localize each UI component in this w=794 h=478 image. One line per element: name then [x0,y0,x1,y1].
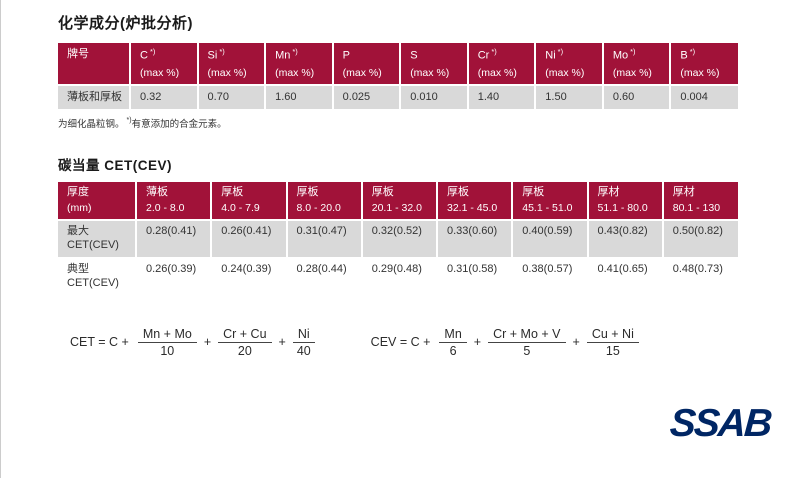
table-footnote: 为细化晶粒钢。 *)有意添加的合金元素。 [58,117,227,130]
cev-value-cell: 0.28(0.44) [286,257,363,297]
cev-value-cell: 0.33(0.60) [437,219,514,259]
cev-value-cell: 0.32(0.52) [361,219,439,259]
plus-sign: + [278,335,286,350]
chem-header-ni: Ni *) (max %) [535,43,604,86]
chem-value-cell: 0.010 [400,84,469,111]
cev-header-col: 厚板 32.1 - 45.0 [437,181,514,221]
cev-header-col: 厚材 51.1 - 80.0 [587,181,664,221]
fraction: Mn + Mo 10 [137,327,197,358]
chem-value-cell: 1.60 [265,84,334,111]
cev-value-cell: 0.31(0.47) [286,219,363,259]
cev-row-label: 典型 CET(CEV) [58,257,137,297]
cev-value-cell: 0.40(0.59) [512,219,589,259]
chem-header-b: B *) (max %) [670,43,738,86]
formulas-row: CET = C + Mn + Mo 10 + Cr + Cu 20 + Ni 40 C… [70,327,737,358]
cev-value-cell: 0.31(0.58) [437,257,514,297]
chem-header-si: Si *) (max %) [197,43,267,86]
chem-header-c: C *) (max %) [130,43,199,86]
cev-value-cell: 0.41(0.65) [587,257,664,297]
cev-header-col: 厚板 8.0 - 20.0 [286,181,363,221]
chem-value-cell: 0.004 [670,84,738,111]
cev-value-cell: 0.24(0.39) [211,257,288,297]
cev-value-cell: 0.38(0.57) [512,257,589,297]
cev-value-cell: 0.26(0.39) [136,257,213,297]
cev-row-label: 最大 CET(CEV) [58,219,137,259]
chem-value-cell: 0.60 [602,84,672,111]
chem-header-mo: Mo *) (max %) [602,43,672,86]
cev-value-cell: 0.28(0.41) [136,219,213,259]
chemical-composition-title: 化学成分(炉批分析) [58,15,193,32]
chem-grade-cell: 薄板和厚板 [58,84,131,111]
chem-header-row: 牌号 C *) (max %) Si *) (max %) Mn *) (max %) P(… [58,43,738,86]
fraction: Ni 40 [292,327,315,358]
fraction: Cr + Cu 20 [218,327,272,358]
cev-header-col: 薄板 2.0 - 8.0 [136,181,213,221]
plus-sign: + [572,335,580,350]
cev-header-col: 厚材 80.1 - 130 [662,181,738,221]
cet-formula: CET = C + Mn + Mo 10 + Cr + Cu 20 + Ni 40 [70,327,319,358]
cev-header-col: 厚板 45.1 - 51.0 [512,181,589,221]
chem-header-p: P (max %) [332,43,402,86]
carbon-equivalent-table: 厚度 (mm) 薄板 2.0 - 8.0 厚板 4.0 - 7.9 厚板 8.0 - 2… [58,181,738,297]
chem-value-cell: 0.32 [130,84,199,111]
chem-value-cell: 1.50 [535,84,604,111]
cev-header-row: 厚度 (mm) 薄板 2.0 - 8.0 厚板 4.0 - 7.9 厚板 8.0 - 2… [58,181,738,221]
plus-sign: + [473,335,482,350]
ssab-logo: SSAB [668,402,772,445]
fraction: Mn 6 [439,327,467,358]
cev-value-cell: 0.48(0.73) [662,257,738,297]
cev-header-col: 厚板 4.0 - 7.9 [211,181,288,221]
cev-formula-lhs: CEV = C + [370,335,431,350]
fraction: Cu + Ni 15 [586,327,639,358]
carbon-equivalent-title: 碳当量 CET(CEV) [58,157,172,173]
chem-header-s: S (max %) [400,43,469,86]
chem-header-cr: Cr *) (max %) [467,43,537,86]
cev-header-thickness: 厚度 (mm) [58,181,137,221]
chem-value-cell: 0.025 [332,84,402,111]
cev-max-row: 最大 CET(CEV) 0.28(0.41) 0.26(0.41) 0.31(0.… [58,219,738,259]
plus-sign: + [203,335,212,350]
cev-header-col: 厚板 20.1 - 32.0 [361,181,439,221]
chem-header-mn: Mn *) (max %) [265,43,334,86]
chem-header-grade: 牌号 [58,43,131,86]
chem-value-cell: 0.70 [197,84,267,111]
cev-value-cell: 0.29(0.48) [361,257,439,297]
cev-value-cell: 0.43(0.82) [587,219,664,259]
page-content: 化学成分(炉批分析) 牌号 C *) (max %) Si *) (max %) Mn *… [1,0,794,358]
cev-value-cell: 0.26(0.41) [211,219,288,259]
cet-formula-lhs: CET = C + [70,335,129,350]
chem-value-cell: 1.40 [467,84,537,111]
cev-typical-row: 典型 CET(CEV) 0.26(0.39) 0.24(0.39) 0.28(0.… [58,257,738,297]
cev-value-cell: 0.50(0.82) [662,219,738,259]
chem-data-row: 薄板和厚板 0.32 0.70 1.60 0.025 0.010 1.40 1.… [58,84,738,111]
chemical-composition-table: 牌号 C *) (max %) Si *) (max %) Mn *) (max %) P(… [58,43,738,111]
